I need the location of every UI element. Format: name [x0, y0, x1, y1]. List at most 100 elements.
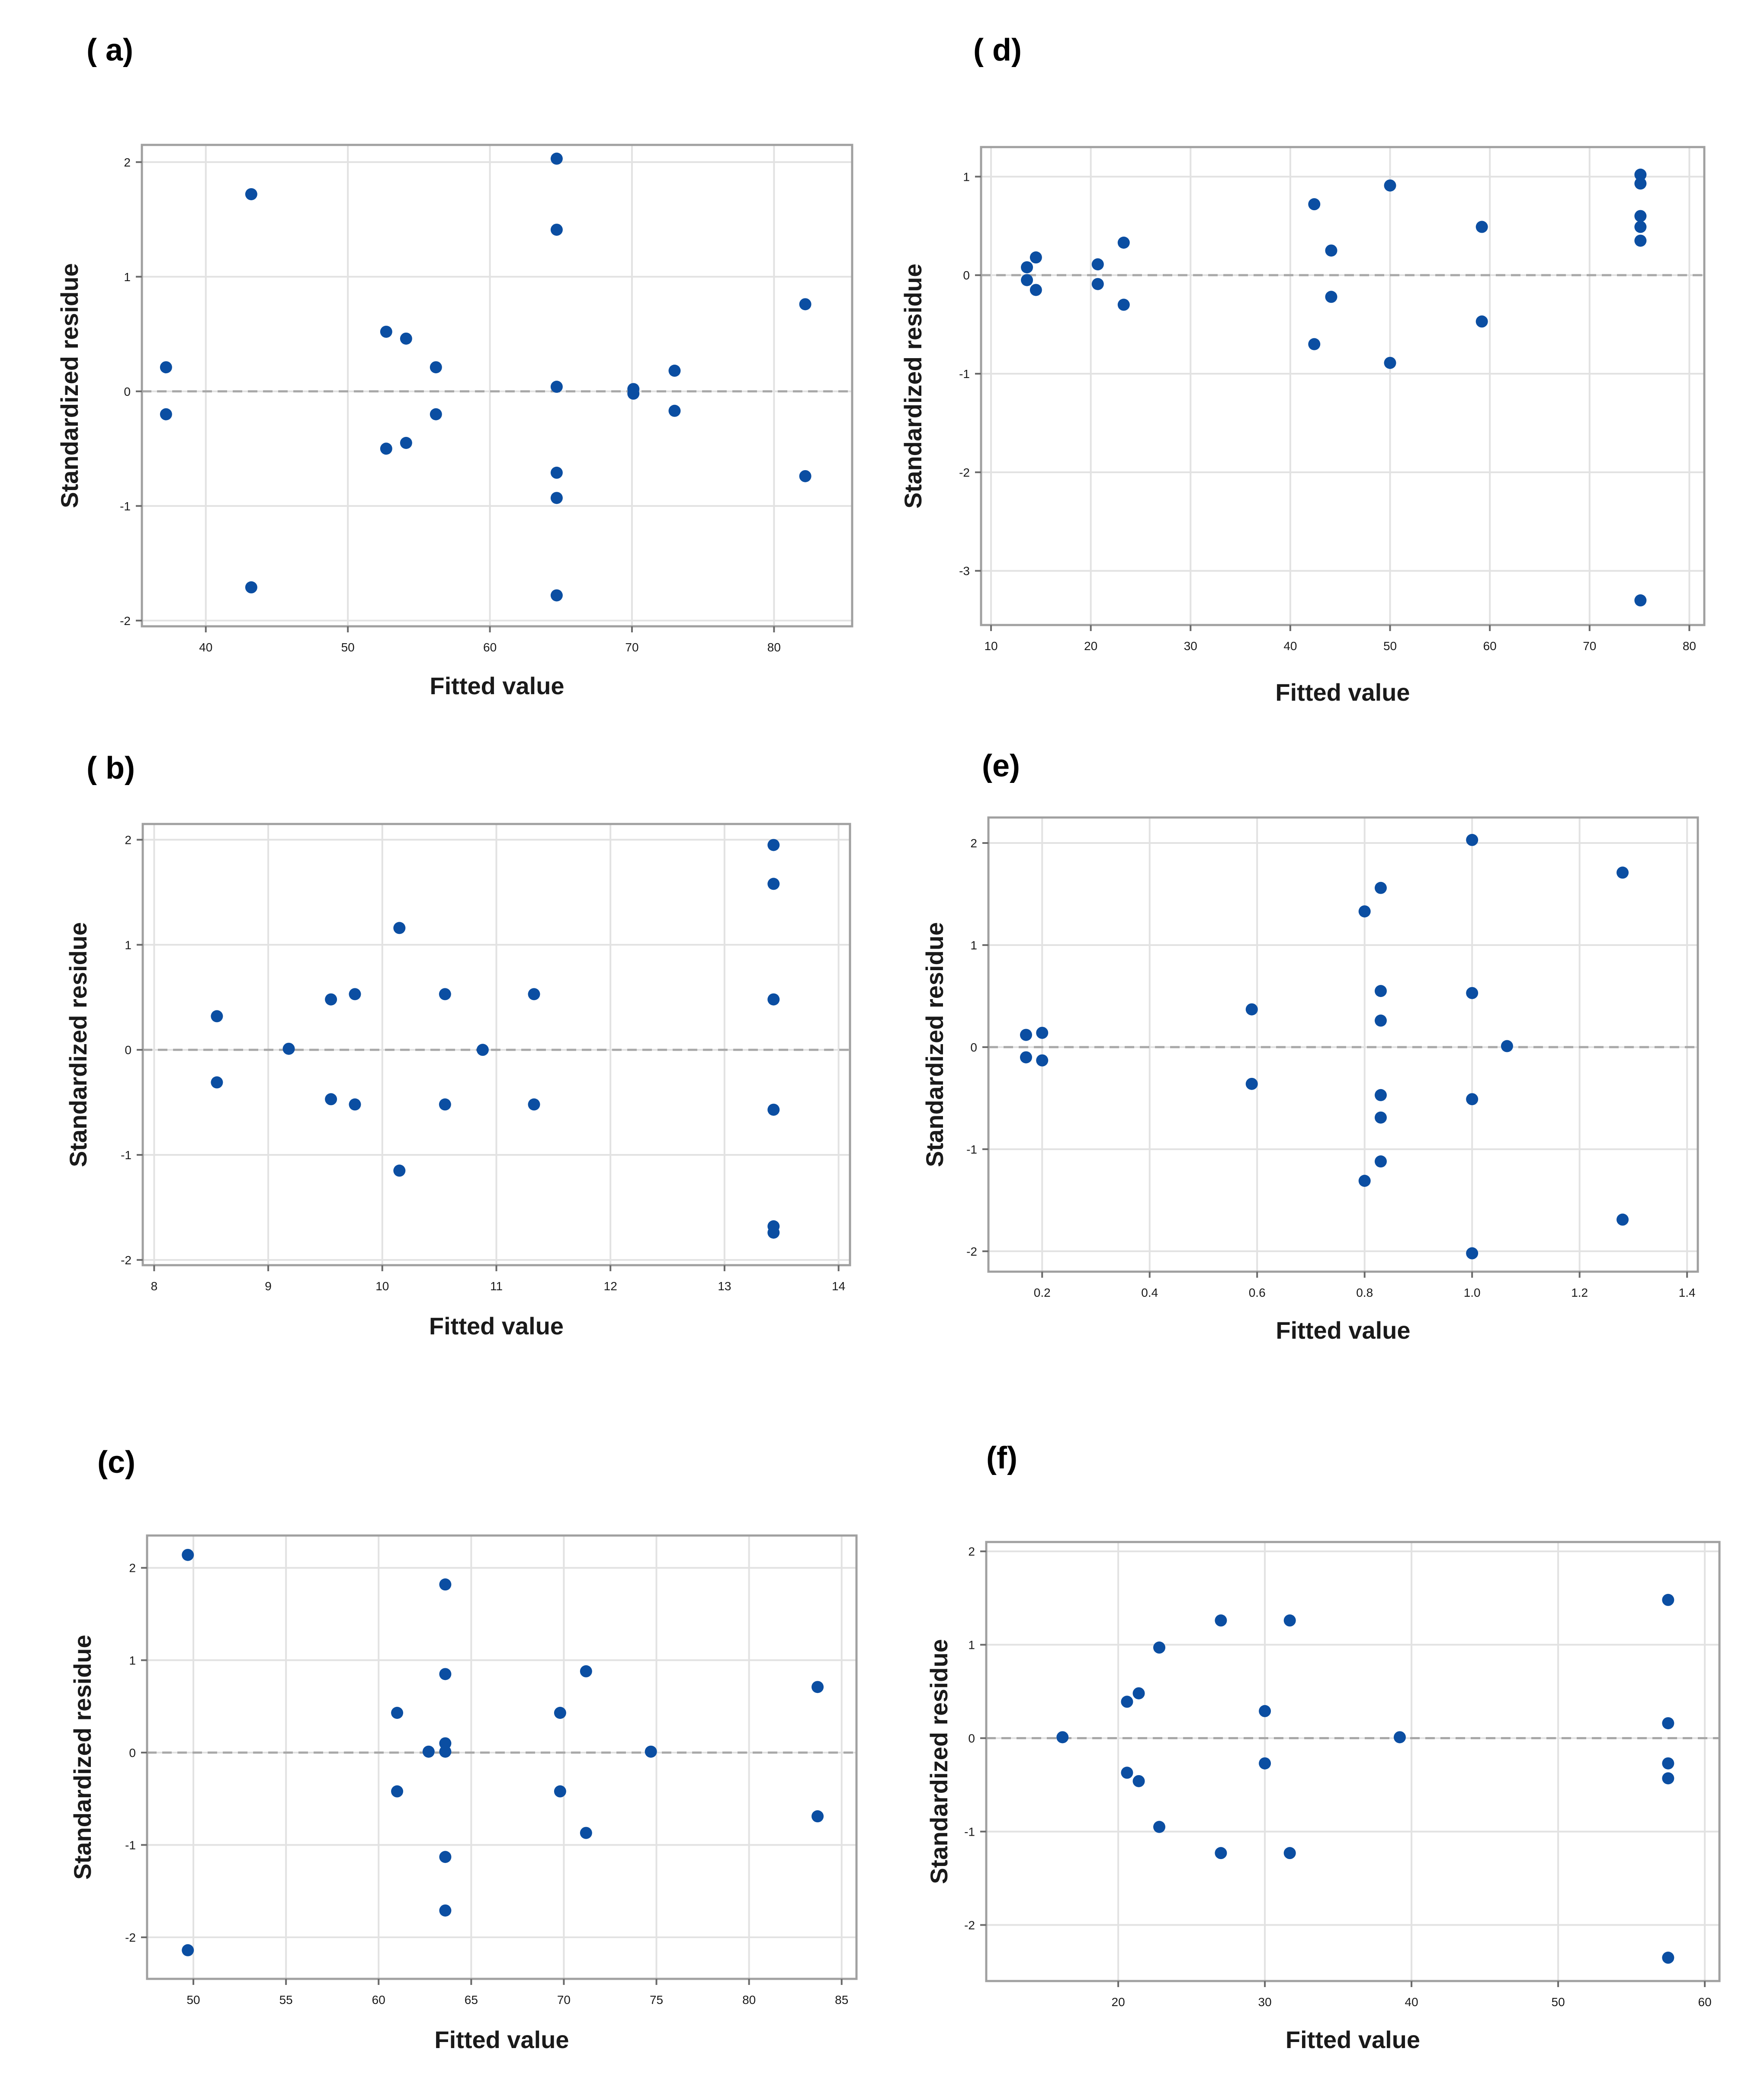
x-axis-title: Fitted value: [1276, 1317, 1410, 1344]
y-tick-label: -2: [125, 1931, 136, 1944]
data-point: [1215, 1847, 1227, 1859]
data-point: [1132, 1687, 1145, 1699]
x-tick-label: 9: [265, 1279, 272, 1293]
x-tick-label: 10: [984, 639, 997, 653]
data-point: [1283, 1847, 1296, 1859]
x-tick-label: 50: [1383, 639, 1397, 653]
data-point: [580, 1665, 592, 1677]
data-point: [1374, 1155, 1387, 1168]
x-tick-label: 40: [1283, 639, 1297, 653]
x-tick-label: 13: [718, 1279, 731, 1293]
panel-5: (e) 0.2 0.4 0.6 0.8 1.0 1.2 1.4 -2 -1 0 1 2 Fitted va…: [921, 749, 1699, 1344]
x-tick-label: 40: [1405, 1995, 1418, 2009]
x-axis-title: Fitted value: [1286, 2026, 1420, 2053]
y-axis-title: Standardized residue: [925, 1639, 953, 1884]
x-tick-label: 80: [742, 1993, 756, 2007]
data-point: [1634, 234, 1647, 247]
x-tick-label: 70: [625, 641, 638, 654]
data-point: [1091, 258, 1104, 271]
data-point: [1036, 1026, 1049, 1039]
data-point: [1384, 179, 1396, 192]
data-point: [1215, 1614, 1227, 1627]
panel-3: (c) 50 55 60 65 70 75 80 85 -2 -1 0 1 2 Fitted value St…: [69, 1445, 858, 2053]
data-point: [439, 1737, 452, 1750]
y-tick-label: 1: [963, 170, 970, 183]
data-point: [767, 878, 780, 890]
panel-6: (f) 20 30 40 50 60 -2 -1 0 1 2 Fitted value Standard…: [925, 1441, 1721, 2053]
x-axis-title: Fitted value: [434, 2026, 569, 2053]
data-point: [1662, 1593, 1674, 1606]
x-tick-label: 50: [186, 1993, 200, 2007]
data-point: [1466, 987, 1479, 999]
data-point: [1662, 1717, 1674, 1729]
x-tick-label: 65: [465, 1993, 478, 2007]
data-point: [1245, 1003, 1258, 1016]
x-tick-label: 50: [341, 641, 355, 654]
data-point: [1308, 338, 1321, 350]
data-point: [1662, 1772, 1674, 1785]
y-tick-label: 0: [963, 269, 970, 282]
y-tick-label: -2: [121, 1253, 131, 1267]
data-point: [1475, 221, 1488, 233]
data-point: [1384, 356, 1396, 369]
data-point: [1308, 198, 1321, 211]
data-point: [767, 1226, 780, 1239]
data-point: [811, 1681, 824, 1693]
data-point: [1634, 177, 1647, 190]
y-tick-label: -1: [966, 1143, 977, 1156]
y-tick-label: 1: [125, 938, 131, 952]
data-point: [160, 361, 172, 374]
x-tick-label: 0.6: [1249, 1286, 1266, 1299]
data-point: [1121, 1696, 1133, 1708]
y-tick-label: -1: [959, 367, 970, 381]
x-tick-label: 1.2: [1571, 1286, 1588, 1299]
x-tick-label: 12: [604, 1279, 617, 1293]
data-point: [211, 1010, 223, 1023]
y-tick-label: -1: [120, 500, 131, 513]
data-point: [627, 388, 640, 400]
y-tick-label: -2: [120, 614, 131, 628]
x-tick-label: 55: [279, 1993, 293, 2007]
data-point: [1020, 1029, 1032, 1041]
x-tick-label: 14: [832, 1279, 845, 1293]
data-point: [1662, 1952, 1674, 1964]
data-point: [1466, 1093, 1479, 1106]
data-point: [550, 224, 563, 236]
y-tick-label: 2: [129, 1561, 136, 1575]
data-point: [380, 442, 392, 455]
data-point: [550, 492, 563, 504]
x-tick-label: 30: [1184, 639, 1197, 653]
data-point: [380, 325, 392, 338]
plot-frame: [141, 144, 853, 628]
y-tick-label: 2: [968, 1545, 975, 1558]
x-tick-label: 1.4: [1679, 1286, 1696, 1299]
plot-frame: [980, 146, 1706, 626]
data-point: [1374, 985, 1387, 997]
data-point: [476, 1044, 489, 1056]
data-point: [668, 404, 681, 417]
data-point: [799, 470, 811, 482]
data-point: [799, 298, 811, 311]
x-tick-label: 10: [375, 1279, 389, 1293]
panel-label: ( b): [87, 751, 135, 785]
data-point: [439, 1745, 452, 1758]
data-point: [422, 1745, 435, 1758]
x-tick-label: 8: [151, 1279, 158, 1293]
data-point: [1501, 1040, 1513, 1052]
x-tick-label: 70: [557, 1993, 571, 2007]
data-point: [245, 581, 257, 593]
data-point: [1616, 1213, 1629, 1226]
y-tick-label: 0: [970, 1041, 977, 1054]
y-tick-label: 2: [124, 156, 131, 169]
data-point: [1374, 882, 1387, 894]
x-axis-title: Fitted value: [429, 1312, 564, 1340]
data-point: [1662, 1757, 1674, 1770]
y-tick-label: 1: [124, 270, 131, 284]
data-point: [1283, 1614, 1296, 1627]
data-point: [767, 1103, 780, 1116]
x-tick-label: 85: [835, 1993, 848, 2007]
data-point: [439, 988, 451, 1000]
data-point: [1358, 905, 1371, 918]
data-point: [1358, 1175, 1371, 1187]
